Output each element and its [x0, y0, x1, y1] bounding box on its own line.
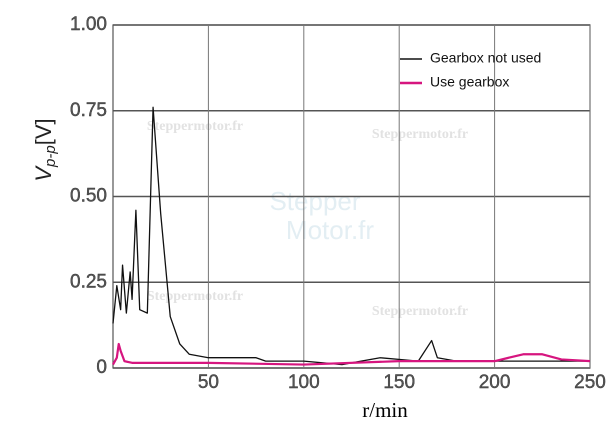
y-label-unit: [V]	[31, 118, 56, 145]
y-tick-label: 0.50	[70, 186, 107, 207]
y-tick-label: 0	[96, 357, 107, 378]
x-tick-label: 100	[288, 372, 320, 393]
x-tick-label: 50	[198, 372, 219, 393]
legend-label: Use gearbox	[430, 74, 509, 90]
x-tick-label: 250	[574, 372, 606, 393]
x-axis-label: r/min	[362, 398, 408, 422]
y-axis-label: Vp-p[V]	[31, 118, 59, 181]
y-label-subscript: p-p	[42, 145, 59, 168]
watermark: Steppermotor.fr	[147, 289, 243, 304]
legend-label: Gearbox not used	[430, 50, 541, 66]
x-tick-label: 150	[383, 372, 415, 393]
watermark: Motor.fr	[286, 215, 374, 245]
data-line	[112, 342, 591, 366]
y-label-symbol: V	[31, 165, 56, 182]
watermark: Stepper	[269, 186, 360, 216]
data-line	[112, 106, 590, 366]
y-tick-label: 0.25	[70, 271, 107, 292]
y-tick-label: 0.75	[70, 100, 107, 121]
watermark: Steppermotor.fr	[147, 119, 243, 134]
y-tick-label: 1.00	[70, 14, 107, 35]
x-tick-label: 200	[479, 372, 511, 393]
watermark: Steppermotor.fr	[372, 127, 468, 142]
watermark: Steppermotor.fr	[372, 304, 468, 319]
